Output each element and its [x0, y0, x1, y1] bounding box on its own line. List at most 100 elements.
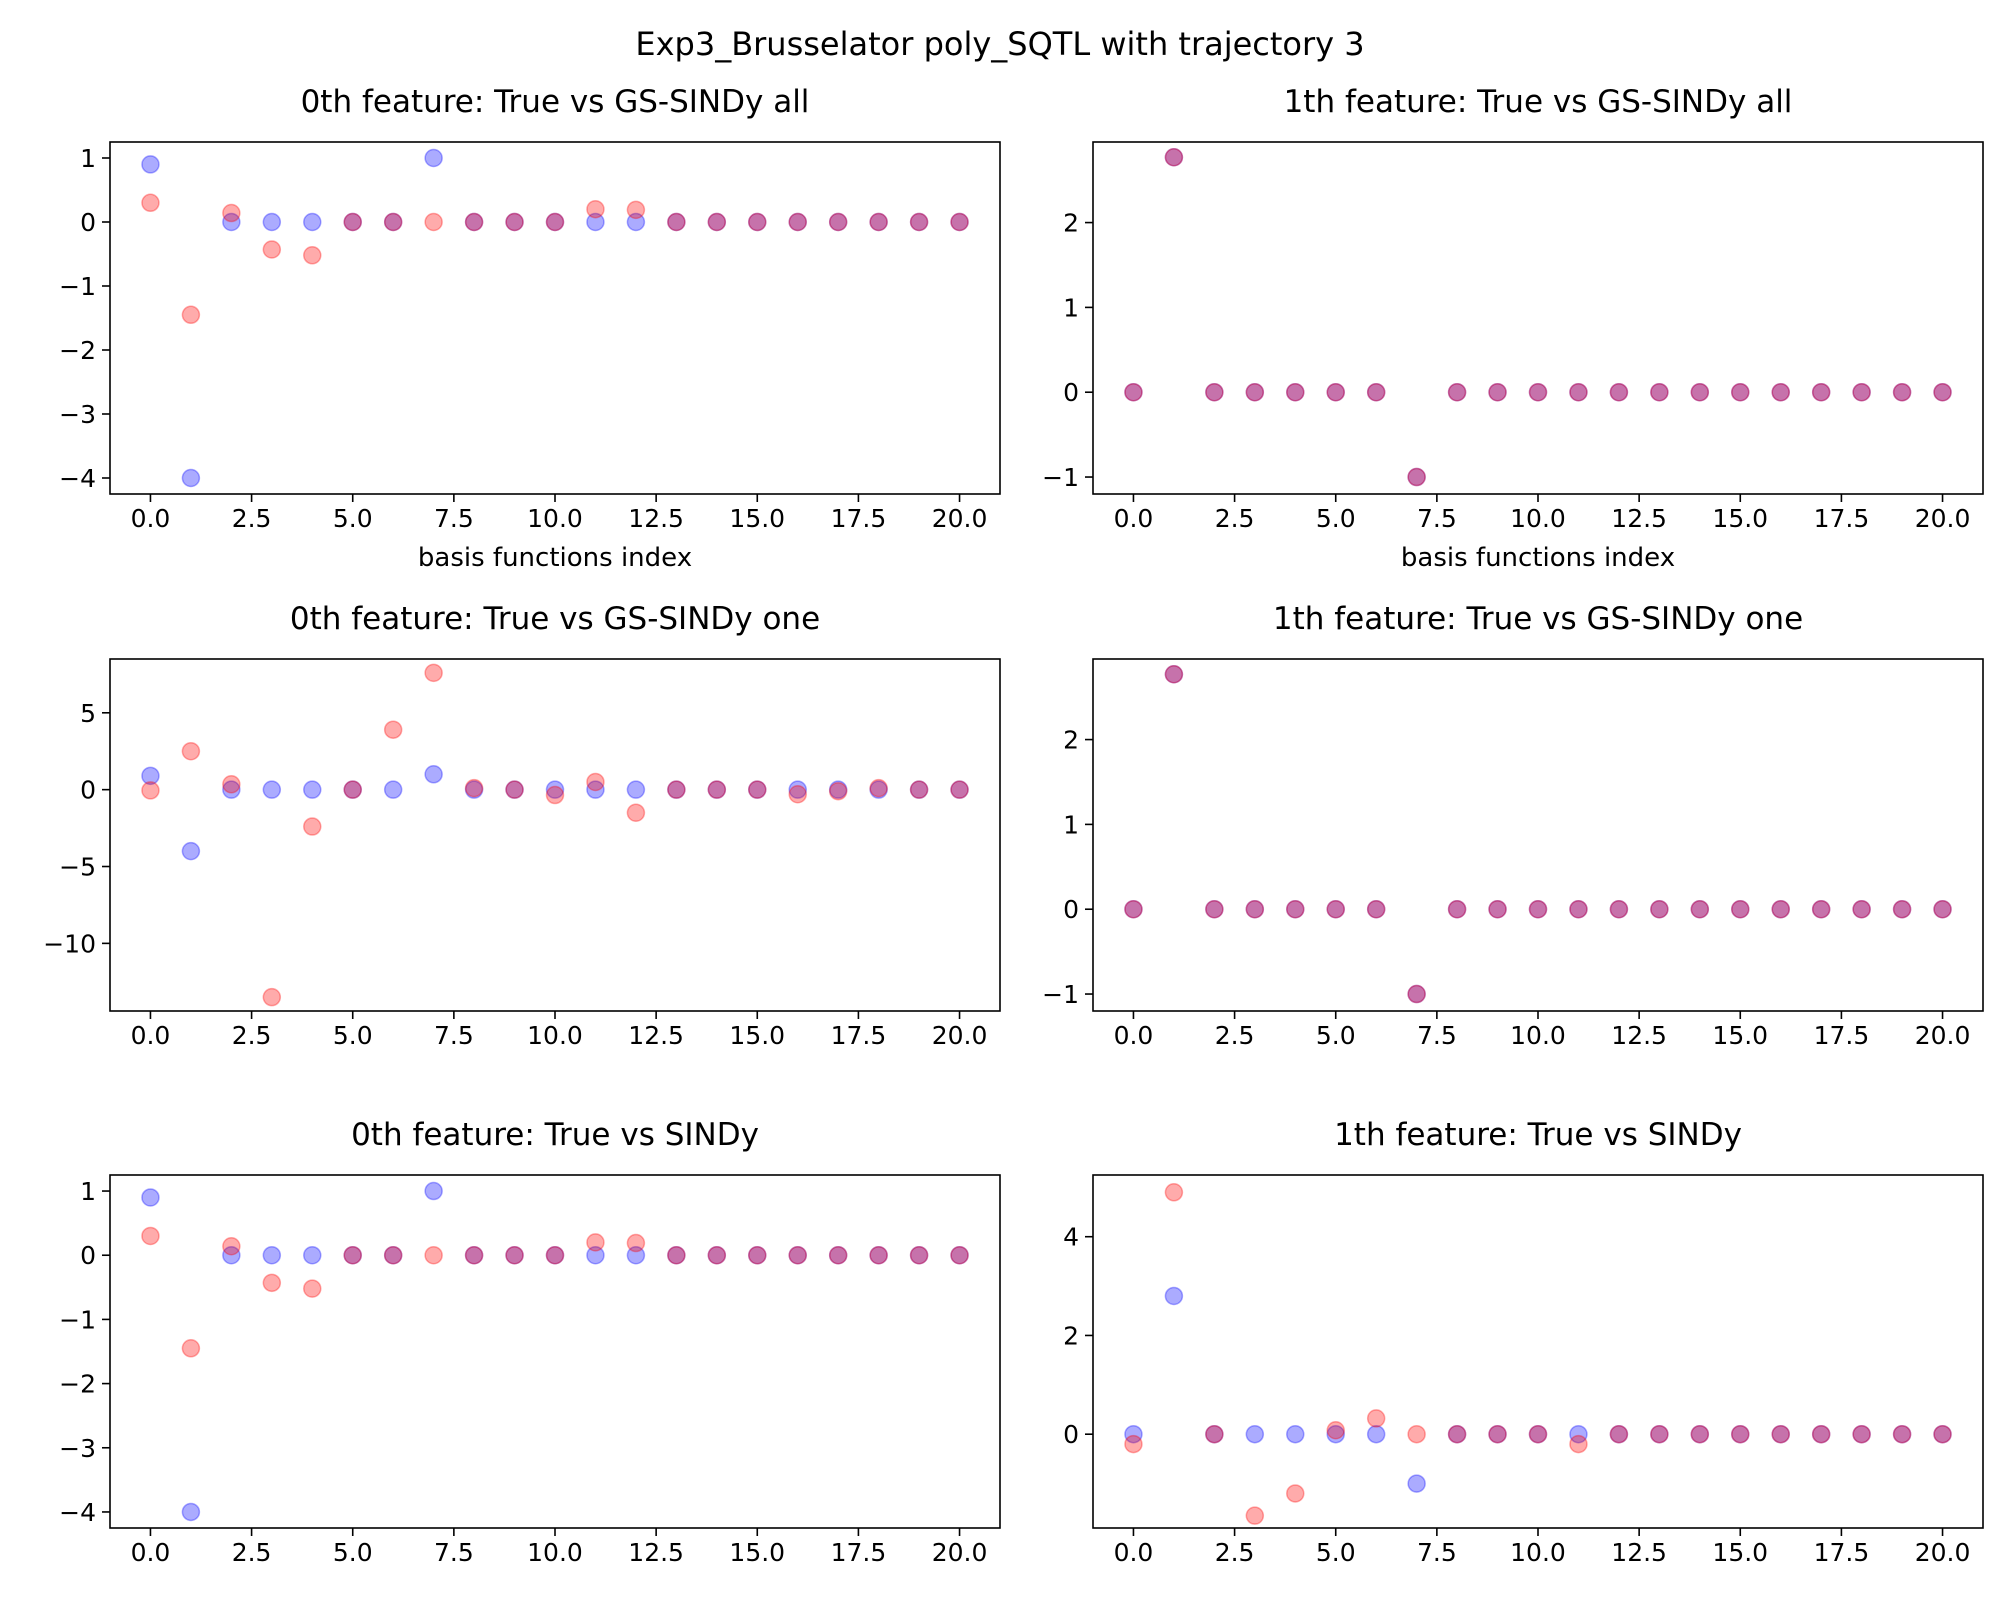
x-tick-label: 0.0	[131, 504, 171, 533]
series-0-point	[707, 780, 727, 799]
series-0-point	[262, 780, 282, 799]
series-1-point	[1447, 899, 1467, 919]
series-0-point	[1245, 899, 1265, 919]
series-1-point	[707, 212, 727, 232]
series-0-point	[1933, 382, 1952, 402]
series-0-point	[748, 780, 767, 799]
series-1-point	[1852, 899, 1871, 919]
series-1-point	[626, 803, 646, 822]
series-1-point	[586, 1233, 605, 1252]
series-0-point	[1771, 899, 1790, 919]
series-1-point	[1569, 1434, 1588, 1454]
y-tick-label: −1	[59, 272, 96, 301]
series-1-point	[383, 212, 403, 232]
x-tick-label: 0.0	[1114, 1538, 1154, 1567]
series-0-point	[303, 780, 322, 799]
series-0-point	[181, 468, 201, 488]
x-tick-label: 15.0	[1712, 504, 1768, 533]
series-0-point	[1326, 899, 1345, 919]
series-0-point	[424, 148, 443, 168]
subplot-title: 0th feature: True vs GS-SINDy one	[290, 601, 820, 637]
series-0-point	[1650, 1424, 1669, 1444]
series-0-point	[1811, 899, 1831, 919]
series-0-point	[222, 780, 241, 799]
series-0-point	[1488, 899, 1507, 919]
series-1-point	[1892, 382, 1912, 402]
series-0-point	[383, 212, 403, 232]
series-0-point	[586, 212, 605, 232]
series-0-point	[505, 780, 524, 799]
series-0-point	[869, 780, 888, 799]
series-0-point	[909, 212, 929, 232]
y-tick-label: −2	[59, 336, 96, 365]
series-0-point	[505, 212, 524, 232]
series-0-point	[586, 780, 605, 799]
series-1-point	[343, 780, 362, 799]
x-tick-label: 17.5	[831, 504, 887, 533]
series-0-point	[141, 155, 160, 174]
series-0-point	[1245, 1424, 1265, 1444]
y-tick-label: 4	[1063, 1223, 1079, 1252]
series-0-point	[1447, 382, 1467, 402]
series-1-point	[1286, 1484, 1305, 1503]
series-1-point	[1933, 1424, 1952, 1444]
y-tick-label: 0	[80, 776, 96, 805]
series-1-point	[909, 780, 929, 799]
series-1-point	[1326, 1420, 1345, 1440]
x-tick-label: 12.5	[1611, 504, 1667, 533]
series-1-point	[545, 785, 565, 805]
series-0-point	[464, 780, 484, 799]
y-tick-label: 0	[80, 1241, 96, 1270]
x-tick-label: 7.5	[1417, 1021, 1457, 1050]
subplot-title: 1th feature: True vs GS-SINDy one	[1273, 601, 1803, 637]
y-tick-label: 5	[80, 699, 96, 728]
series-1-point	[545, 212, 565, 232]
series-1-point	[950, 780, 969, 799]
series-0-point	[1407, 467, 1426, 487]
series-0-point	[1731, 382, 1750, 402]
series-0-point	[222, 212, 241, 232]
series-1-point	[586, 772, 605, 792]
series-0-point	[869, 212, 888, 232]
subplot-2: 0th feature: True vs GS-SINDy one 0.0 2.5 5…	[43, 601, 1001, 1050]
series-1-point	[1164, 1183, 1184, 1202]
series-1-point	[1771, 1424, 1790, 1444]
series-0-point	[545, 1245, 565, 1265]
y-tick-label: −1	[1042, 980, 1079, 1009]
series-0-point	[1852, 899, 1871, 919]
series-0-point	[1286, 1424, 1305, 1444]
x-axis-label: basis functions index	[1401, 543, 1675, 573]
series-0-point	[950, 1245, 969, 1265]
series-0-point	[1609, 382, 1629, 402]
x-tick-label: 17.5	[1814, 504, 1870, 533]
series-1-point	[950, 212, 969, 232]
series-1-point	[141, 781, 160, 800]
x-tick-label: 10.0	[1510, 504, 1566, 533]
series-0-point	[869, 1245, 888, 1265]
series-0-point	[707, 212, 727, 232]
series-0-point	[1407, 984, 1426, 1004]
x-tick-label: 12.5	[628, 504, 684, 533]
series-0-point	[626, 212, 646, 232]
series-1-point	[1124, 899, 1143, 919]
subplot-3: 1th feature: True vs GS-SINDy one 0.0 2.5 5…	[1042, 601, 1984, 1050]
x-tick-label: 5.0	[1316, 1021, 1356, 1050]
series-0-point	[1811, 382, 1831, 402]
x-tick-label: 2.5	[232, 504, 272, 533]
series-1-point	[1690, 899, 1710, 919]
series-0-point	[1528, 382, 1548, 402]
figure-title: Exp3_Brusselator poly_SQTL with trajecto…	[635, 25, 1364, 63]
subplot-title: 1th feature: True vs GS-SINDy all	[1284, 84, 1793, 120]
subplot-5: 1th feature: True vs SINDy 0.0 2.5 5.0 7.5 10…	[1063, 1117, 1984, 1567]
subplot-title: 1th feature: True vs SINDy	[1334, 1117, 1742, 1153]
series-1-point	[1164, 665, 1184, 684]
x-tick-label: 5.0	[333, 1021, 373, 1050]
series-0-point	[464, 212, 484, 232]
series-1-point	[1731, 899, 1750, 919]
y-tick-label: 2	[1063, 209, 1079, 238]
series-1-point	[667, 780, 686, 799]
series-1-point	[1447, 382, 1467, 402]
series-0-point	[545, 780, 565, 799]
series-1-point	[1650, 382, 1669, 402]
series-1-point	[667, 212, 686, 232]
